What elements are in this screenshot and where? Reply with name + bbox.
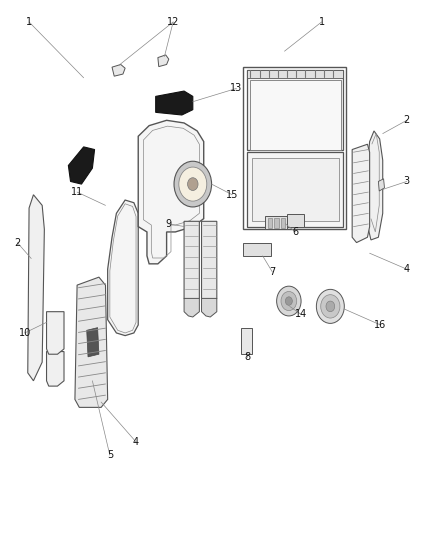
Polygon shape	[108, 200, 138, 336]
Text: 10: 10	[18, 328, 31, 338]
Text: 1: 1	[318, 17, 325, 27]
Polygon shape	[46, 312, 64, 354]
Text: 8: 8	[244, 352, 251, 362]
Circle shape	[281, 292, 297, 311]
Bar	[281, 218, 286, 228]
Polygon shape	[184, 298, 199, 317]
Circle shape	[316, 289, 344, 324]
Text: 1: 1	[26, 17, 32, 27]
Text: 16: 16	[374, 320, 387, 330]
Circle shape	[179, 167, 207, 201]
Text: 11: 11	[71, 187, 83, 197]
Polygon shape	[274, 96, 304, 136]
Polygon shape	[378, 179, 385, 191]
Polygon shape	[184, 221, 199, 304]
Polygon shape	[28, 195, 44, 381]
Polygon shape	[247, 70, 343, 150]
Circle shape	[277, 286, 301, 316]
Text: 12: 12	[167, 17, 179, 27]
Polygon shape	[87, 328, 99, 357]
Polygon shape	[265, 216, 287, 229]
Text: 13: 13	[230, 83, 243, 93]
Text: 3: 3	[404, 176, 410, 187]
Text: 4: 4	[133, 437, 139, 447]
Polygon shape	[352, 144, 370, 243]
Circle shape	[286, 297, 292, 305]
Text: 9: 9	[166, 219, 172, 229]
Text: 14: 14	[295, 309, 307, 319]
Text: 7: 7	[269, 267, 276, 277]
Polygon shape	[201, 221, 217, 304]
Polygon shape	[243, 243, 272, 256]
Polygon shape	[252, 158, 339, 221]
Circle shape	[187, 177, 198, 190]
Polygon shape	[365, 131, 383, 240]
Circle shape	[174, 161, 212, 207]
Circle shape	[321, 295, 340, 318]
Bar	[268, 218, 272, 228]
Polygon shape	[247, 70, 343, 78]
Polygon shape	[158, 55, 169, 67]
Circle shape	[326, 301, 335, 312]
Text: 2: 2	[404, 115, 410, 125]
Polygon shape	[75, 277, 108, 407]
Polygon shape	[201, 298, 217, 317]
Polygon shape	[287, 214, 304, 227]
Text: 15: 15	[226, 190, 238, 200]
Text: 5: 5	[107, 450, 113, 460]
Polygon shape	[247, 152, 343, 227]
Polygon shape	[68, 147, 95, 184]
Polygon shape	[241, 328, 252, 354]
Polygon shape	[112, 64, 125, 76]
Polygon shape	[155, 91, 193, 115]
Bar	[275, 218, 279, 228]
Polygon shape	[46, 352, 64, 386]
Polygon shape	[138, 120, 204, 264]
Text: 2: 2	[14, 238, 21, 247]
Text: 6: 6	[292, 227, 298, 237]
Polygon shape	[250, 80, 341, 150]
Text: 4: 4	[404, 264, 410, 274]
